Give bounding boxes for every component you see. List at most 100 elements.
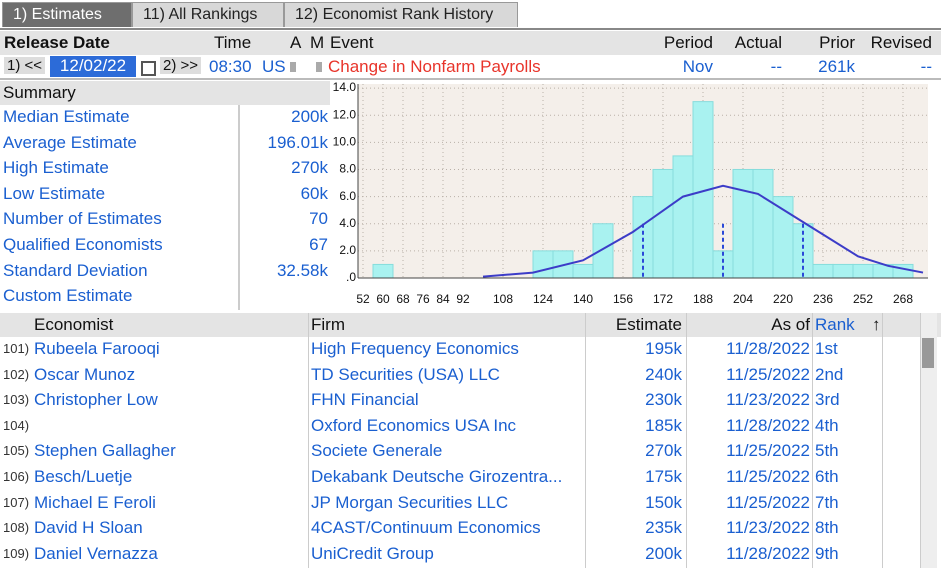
summary-label: Low Estimate: [3, 183, 106, 203]
estimate: 200k: [645, 543, 682, 563]
x-tick-label: 124: [533, 292, 553, 306]
histogram-bar: [832, 263, 854, 279]
y-tick-label: 12.0: [333, 107, 357, 121]
divider: [0, 78, 941, 80]
firm: FHN Financial: [311, 390, 419, 410]
x-tick-label: 236: [813, 292, 833, 306]
economist: Rubeela Farooqi: [34, 339, 160, 358]
estimate: 235k: [645, 518, 682, 538]
column-header[interactable]: Economist: [34, 315, 114, 334]
header-label: A: [290, 33, 302, 52]
firm: Societe Generale: [311, 441, 443, 461]
column-divider: [308, 313, 309, 568]
header-label: Event: [330, 33, 374, 52]
column-header[interactable]: As of: [771, 315, 810, 334]
histogram-bar: [852, 263, 874, 279]
y-tick-label: 10.0: [333, 135, 357, 149]
summary-value: 32.58k: [276, 260, 328, 280]
x-tick-label: 172: [653, 292, 673, 306]
header-label: Release Date: [4, 33, 110, 52]
firm: High Frequency Economics: [311, 339, 519, 358]
as-of-date: 11/28/2022: [726, 339, 810, 358]
period: Nov: [682, 57, 713, 76]
estimate: 150k: [645, 492, 682, 512]
row-index: 105): [3, 443, 30, 459]
y-tick-label: 8.0: [339, 162, 356, 176]
event: Change in Nonfarm Payrolls: [328, 57, 541, 76]
column-divider: [812, 313, 813, 568]
date-field[interactable]: 12/02/22: [50, 56, 136, 77]
calendar-icon[interactable]: [141, 61, 156, 76]
x-tick-label: 156: [613, 292, 633, 306]
estimate: 195k: [645, 339, 682, 358]
header-label: Actual: [734, 33, 782, 52]
rank: 4th: [815, 415, 839, 435]
summary-label: Qualified Economists: [3, 235, 163, 254]
histogram-bar: [572, 263, 594, 279]
rank: 7th: [815, 492, 839, 512]
histogram-bar: [372, 263, 394, 279]
rank: 8th: [815, 518, 839, 538]
histogram-bar: [592, 223, 614, 279]
alert-icons[interactable]: [290, 62, 322, 72]
country: US: [262, 57, 286, 76]
summary-value: 270k: [291, 158, 328, 178]
rank: 1st: [815, 339, 838, 358]
summary-value: 70: [309, 209, 328, 229]
as-of-date: 11/25/2022: [726, 492, 810, 512]
tab[interactable]: 1) Estimates: [2, 2, 132, 27]
rank: 3rd: [815, 390, 840, 410]
nav-button[interactable]: 1) <<: [4, 57, 46, 74]
column-header[interactable]: Estimate: [615, 315, 682, 334]
x-tick-label: 52: [356, 292, 370, 306]
distribution-curve: [482, 184, 924, 278]
summary-value: 67: [309, 235, 328, 254]
time: 08:30: [209, 57, 252, 76]
histogram-chart: .0 2.0 4.0 6.0 8.0 10.0 12.0 14.0 52 60 68 76 84 92 10…: [333, 80, 928, 306]
summary-header: [0, 81, 330, 105]
header-label: Period: [663, 33, 713, 52]
economist: Daniel Vernazza: [34, 543, 158, 563]
column-divider: [585, 313, 586, 568]
x-tick-label: 252: [853, 292, 873, 306]
x-tick-label: 188: [693, 292, 713, 306]
as-of-date: 11/28/2022: [726, 543, 810, 563]
estimate: 175k: [645, 467, 682, 486]
scroll-thumb[interactable]: [922, 338, 934, 368]
header-label: Prior: [819, 33, 855, 52]
scrollbar[interactable]: [920, 313, 937, 568]
estimate: 240k: [645, 364, 682, 384]
tab-bar: [0, 0, 941, 30]
summary-label: Median Estimate: [3, 107, 130, 126]
histogram-bar: [652, 168, 674, 279]
row-index: 108): [3, 520, 30, 536]
divider: [238, 105, 240, 310]
revised: --: [920, 57, 932, 76]
summary-label: Average Estimate: [3, 132, 137, 152]
summary-label: Custom Estimate: [3, 286, 133, 306]
tab[interactable]: 12) Economist Rank History: [284, 2, 518, 27]
economist: Christopher Low: [34, 390, 158, 410]
rank: 6th: [815, 467, 839, 486]
rank: 9th: [815, 543, 839, 563]
header-row: [0, 31, 941, 55]
summary-value: 200k: [291, 107, 328, 126]
x-tick-label: 140: [573, 292, 593, 306]
row-index: 102): [3, 366, 30, 382]
header-label: Revised: [870, 33, 932, 52]
nav-button[interactable]: 2) >>: [160, 57, 202, 74]
sort-indicator[interactable]: ↑: [872, 315, 881, 334]
y-tick-label: 4.0: [339, 216, 356, 230]
column-header[interactable]: Rank: [815, 315, 855, 334]
summary-label: Standard Deviation: [3, 260, 148, 280]
as-of-date: 11/25/2022: [726, 467, 810, 486]
rank: 5th: [815, 441, 839, 461]
x-tick-label: 84: [436, 292, 450, 306]
x-tick-label: 220: [773, 292, 793, 306]
column-header[interactable]: Firm: [311, 315, 345, 334]
histogram-bar: [532, 250, 554, 279]
tab[interactable]: 11) All Rankings: [132, 2, 284, 27]
actual: --: [770, 57, 782, 76]
y-tick-label: 6.0: [339, 189, 356, 203]
